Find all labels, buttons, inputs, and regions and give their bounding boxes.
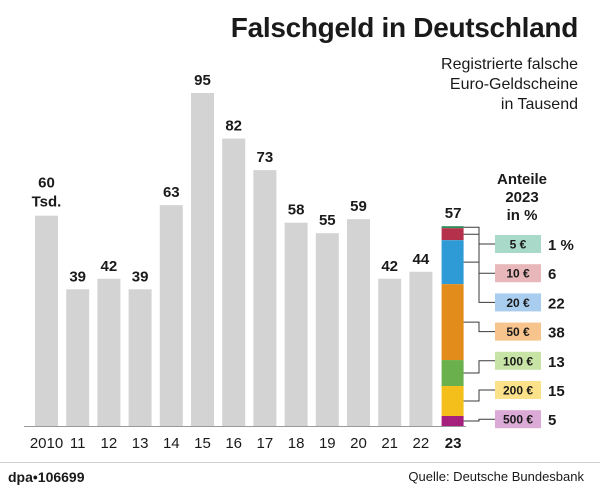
bar-21 <box>378 278 402 426</box>
note-label: 500 € <box>503 413 533 427</box>
x-tick-label: 15 <box>194 435 211 452</box>
value-label: 60 <box>38 175 55 192</box>
x-tick-label: 13 <box>132 435 149 452</box>
share-segment <box>441 228 464 241</box>
share-percent-label: 5 <box>548 412 556 429</box>
share-percent-label: 1 % <box>548 237 574 254</box>
value-label: 58 <box>288 202 305 219</box>
note-label: 100 € <box>503 354 533 368</box>
connector-line <box>463 418 495 422</box>
connector-line <box>463 389 495 402</box>
chart-subtitle: Registrierte falsche Euro-Geldscheine in… <box>358 55 578 115</box>
share-percent-label: 6 <box>548 266 556 283</box>
note-label: 5 € <box>510 238 527 252</box>
bar-chart: 60 Tsd. 2010 39 11 42 12 39 13 63 14 95 15 82 16 73 17 58… <box>24 72 574 452</box>
subtitle-line: Euro-Geldscheine <box>449 76 578 93</box>
share-segment <box>441 416 464 426</box>
bar-12 <box>97 278 121 426</box>
connector-line <box>463 261 495 303</box>
subtitle-line: in Tausend <box>500 96 578 113</box>
note-label: 10 € <box>506 267 530 281</box>
note-tag <box>495 351 541 370</box>
value-label: 73 <box>257 149 274 166</box>
value-label: 42 <box>381 258 398 275</box>
value-label: 55 <box>319 212 336 229</box>
share-title-line: Anteile <box>497 171 547 188</box>
x-tick-label: 2010 <box>30 435 63 452</box>
bar-11 <box>66 289 90 426</box>
share-segment <box>441 226 464 229</box>
share-percent-label: 22 <box>548 295 565 312</box>
connector-line <box>463 233 495 274</box>
note-label: 20 € <box>506 296 530 310</box>
value-unit-label: Tsd. <box>32 194 62 211</box>
value-label: 95 <box>194 72 211 89</box>
share-segment <box>441 240 464 285</box>
bar-18 <box>284 222 308 426</box>
value-label: 39 <box>69 268 86 285</box>
note-tag <box>495 264 541 283</box>
x-tick-label: 23 <box>445 435 462 452</box>
value-label: 44 <box>413 251 430 268</box>
bar-19 <box>315 233 339 426</box>
connector-line <box>463 360 495 374</box>
x-tick-label: 11 <box>70 435 86 452</box>
bar-14 <box>159 205 183 426</box>
share-segment <box>441 360 464 387</box>
credit-label: dpa•106699 <box>8 469 85 485</box>
x-tick-label: 16 <box>225 435 242 452</box>
chart-title: Falschgeld in Deutschland <box>230 12 579 43</box>
share-segment <box>441 284 464 361</box>
share-percent-label: 13 <box>548 354 565 371</box>
value-label: 63 <box>163 184 180 201</box>
value-label: 82 <box>225 118 242 135</box>
bar-2010 <box>35 215 58 426</box>
x-tick-label: 12 <box>101 435 118 452</box>
note-label: 200 € <box>503 384 533 398</box>
note-tag <box>495 235 541 253</box>
x-tick-label: 17 <box>257 435 274 452</box>
x-tick-label: 22 <box>413 435 430 452</box>
bar-15 <box>191 93 214 426</box>
share-segment <box>441 386 464 417</box>
x-tick-label: 20 <box>350 435 367 452</box>
note-tag <box>495 322 541 341</box>
source-label: Quelle: Deutsche Bundesbank <box>408 469 584 484</box>
bar-22 <box>409 271 433 426</box>
x-tick-label: 19 <box>319 435 336 452</box>
value-label: 39 <box>132 268 149 285</box>
share-title-line: 2023 <box>505 189 538 206</box>
bar-16 <box>222 138 246 426</box>
note-tag <box>495 381 541 399</box>
footer: dpa•106699 Quelle: Deutsche Bundesbank <box>0 462 600 491</box>
note-label: 50 € <box>506 325 530 339</box>
bar-20 <box>347 219 370 426</box>
connector-line <box>463 321 495 333</box>
share-percent-label: 15 <box>548 383 565 400</box>
bar-13 <box>128 289 152 426</box>
x-tick-label: 14 <box>163 435 180 452</box>
value-label: 59 <box>350 198 367 215</box>
x-tick-label: 18 <box>288 435 305 452</box>
bar-17 <box>253 170 277 426</box>
share-title-line: in % <box>507 207 538 224</box>
value-label: 42 <box>101 258 118 275</box>
x-tick-label: 21 <box>381 435 398 452</box>
value-label: 57 <box>445 205 462 222</box>
note-tag <box>495 410 541 429</box>
subtitle-line: Registrierte falsche <box>441 56 578 73</box>
note-tag <box>495 293 541 312</box>
share-percent-label: 38 <box>548 325 565 342</box>
